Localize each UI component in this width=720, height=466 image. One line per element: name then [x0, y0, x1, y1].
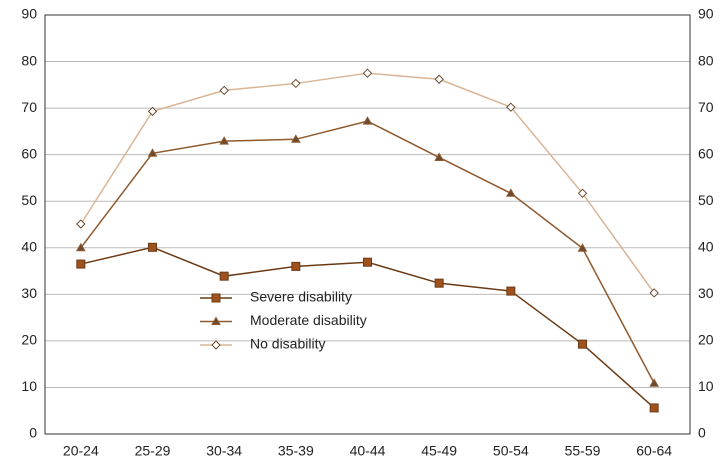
y2-tick-label: 90: [698, 6, 714, 22]
y-tick-label: 40: [21, 238, 37, 254]
marker: [363, 257, 372, 267]
series-line: [80, 246, 655, 409]
y-tick-label: 20: [21, 332, 37, 348]
marker: [75, 242, 86, 252]
y-tick-label: 70: [21, 99, 37, 115]
y-tick-label: 80: [21, 52, 37, 68]
marker: [219, 85, 229, 96]
x-tick-label: 20-24: [63, 443, 99, 459]
y2-tick-label: 0: [698, 425, 706, 441]
y2-tick-label: 40: [698, 238, 714, 254]
y2-tick-label: 20: [698, 332, 714, 348]
marker: [147, 106, 158, 117]
x-tick-label: 55-59: [565, 443, 601, 459]
x-tick-label: 60-64: [636, 443, 672, 459]
marker: [291, 261, 301, 271]
y-tick-label: 60: [21, 145, 37, 161]
marker: [577, 243, 588, 252]
y2-tick-label: 30: [698, 285, 714, 301]
marker: [147, 148, 158, 157]
legend-marker: [211, 293, 221, 303]
plot-frame: [44, 14, 691, 435]
marker: [434, 278, 444, 288]
x-tick-label: 50-54: [493, 443, 529, 459]
marker: [578, 339, 587, 349]
series-line: [80, 120, 655, 384]
marker: [649, 378, 660, 387]
marker: [219, 271, 229, 281]
legend-marker: [211, 340, 221, 350]
y-tick-label: 30: [21, 285, 37, 301]
marker: [434, 152, 445, 161]
marker: [362, 68, 373, 78]
marker: [434, 74, 444, 84]
marker: [290, 134, 301, 143]
x-tick-label: 30-34: [206, 443, 242, 459]
marker: [291, 78, 301, 89]
y2-tick-label: 10: [698, 378, 714, 394]
marker: [506, 286, 516, 296]
marker: [577, 188, 588, 199]
x-tick-label: 35-39: [278, 443, 314, 459]
y2-tick-label: 60: [698, 145, 714, 161]
legend-label: No disability: [250, 336, 325, 352]
y-tick-label: 10: [21, 378, 37, 394]
y-tick-label: 90: [21, 6, 37, 22]
marker: [649, 403, 659, 413]
x-tick-label: 40-44: [350, 443, 386, 459]
y-tick-label: 50: [21, 192, 37, 208]
marker: [506, 102, 516, 112]
marker: [76, 259, 86, 269]
marker: [219, 136, 230, 145]
y2-tick-label: 50: [698, 192, 714, 208]
y2-tick-label: 70: [698, 99, 714, 115]
x-tick-label: 45-49: [421, 443, 457, 459]
marker: [505, 188, 516, 197]
legend-label: Severe disability: [250, 289, 352, 305]
x-tick-label: 25-29: [135, 443, 171, 459]
y-tick-label: 0: [29, 425, 37, 441]
marker: [362, 116, 373, 125]
y2-tick-label: 80: [698, 52, 714, 68]
marker: [76, 219, 86, 229]
legend-label: Moderate disability: [250, 312, 367, 328]
legend-marker: [211, 316, 221, 325]
marker: [649, 288, 659, 298]
marker: [148, 242, 157, 252]
